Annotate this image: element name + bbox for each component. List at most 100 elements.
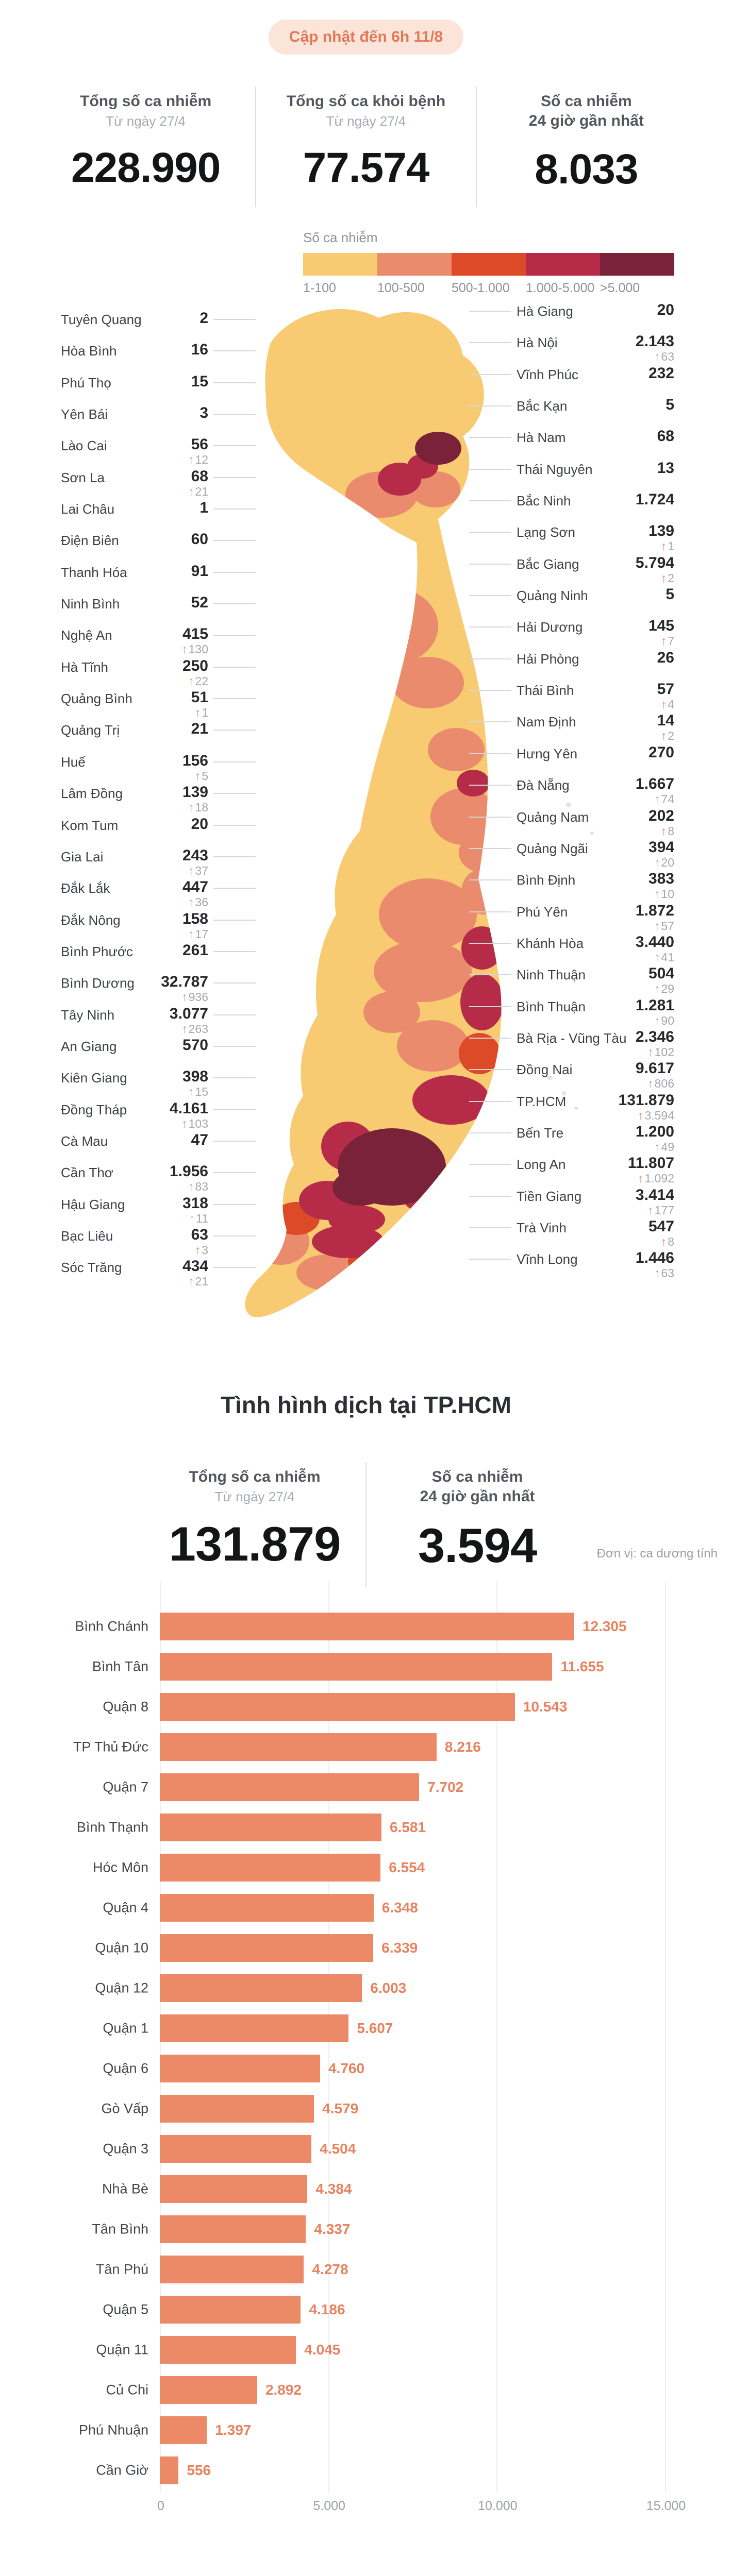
province-name: Phú Thọ	[61, 375, 111, 391]
bar: 4.579	[160, 2095, 358, 2123]
province-name: Bình Thuận	[517, 998, 586, 1014]
bar: 5.607	[160, 2014, 393, 2042]
province-row: Đồng Tháp 4.161 ↑103	[61, 1097, 256, 1131]
province-delta: ↑103	[181, 1117, 208, 1131]
province-total: 1.446	[635, 1249, 674, 1267]
province-delta: ↑22	[188, 674, 208, 688]
province-name: Long An	[517, 1157, 566, 1173]
arrow-up-icon: ↑	[647, 1045, 654, 1059]
province-total: 1.667	[635, 775, 674, 793]
province-total: 13	[657, 459, 674, 477]
province-row: Hải Dương 145 ↑7	[469, 614, 674, 648]
bar: 4.278	[160, 2256, 348, 2283]
card-label-line2: 24 giờ gần nhất	[420, 1488, 535, 1505]
province-total: 145	[648, 617, 674, 635]
arrow-up-icon: ↑	[189, 1211, 195, 1225]
province-name: Hà Nam	[517, 430, 566, 446]
axis-tick: 15.000	[646, 1582, 686, 2513]
hcm-card-total: Tổng số ca nhiễm Từ ngày 27/4 131.879	[144, 1462, 365, 1587]
legend-bins: 1-100 100-500 500-1.000 1.000-5.000	[303, 253, 695, 296]
bar-value-label: 6.003	[370, 1980, 407, 1996]
province-row: Hà Tĩnh 250 ↑22	[61, 654, 256, 688]
province-delta-value: 63	[661, 350, 674, 364]
province-row: Quảng Trị 21	[61, 717, 256, 749]
province-delta-value: 936	[188, 990, 208, 1004]
province-row: Thanh Hóa 91	[61, 560, 256, 591]
province-delta-value: 3	[202, 1243, 208, 1257]
arrow-up-icon: ↑	[181, 1116, 188, 1130]
province-row: Bình Phước 261	[61, 939, 256, 970]
map-legend: Số ca nhiễm 1-100 100-500 500-1.000	[303, 230, 695, 296]
province-row: Phú Yên 1.872 ↑57	[469, 899, 674, 933]
province-name: Hà Giang	[517, 303, 573, 319]
arrow-up-icon: ↑	[188, 1085, 194, 1099]
bar-value-label: 6.339	[381, 1940, 418, 1956]
bar-category-label: Củ Chi	[106, 2382, 148, 2398]
province-name: Lai Châu	[61, 501, 115, 517]
province-total: 270	[648, 743, 674, 761]
province-row: Phú Thọ 15	[61, 370, 256, 401]
province-row: Đà Nẵng 1.667 ↑74	[469, 772, 674, 806]
province-total: 156	[182, 752, 208, 769]
province-total: 434	[182, 1258, 208, 1275]
province-delta-value: 8	[668, 824, 674, 838]
bar-value-label: 6.581	[389, 1819, 426, 1835]
province-delta: ↑1	[661, 539, 674, 553]
arrow-up-icon: ↑	[188, 674, 194, 688]
bar: 6.581	[160, 1814, 426, 1841]
province-total: 1.872	[635, 902, 674, 919]
card-value: 8.033	[535, 146, 638, 193]
province-total: 26	[657, 649, 674, 666]
legend-bin: >5.000	[600, 253, 674, 296]
legend-swatch	[526, 253, 600, 276]
province-delta-value: 12	[195, 453, 208, 467]
province-delta: ↑1	[195, 706, 208, 720]
province-delta-value: 17	[195, 927, 208, 941]
province-delta: ↑1.092	[638, 1172, 674, 1185]
bar: 7.702	[160, 1773, 463, 1801]
province-delta-value: 29	[661, 982, 674, 996]
bar: 4.045	[160, 2336, 340, 2364]
bar-value-label: 4.278	[312, 2261, 348, 2277]
arrow-up-icon: ↑	[194, 706, 201, 720]
province-total: 20	[191, 815, 208, 833]
arrow-up-icon: ↑	[188, 1275, 194, 1289]
bar-row: Tân Phú 4.278	[0, 2249, 732, 2290]
province-name: Sơn La	[61, 469, 105, 485]
province-row: Bạc Liêu 63 ↑3	[61, 1223, 256, 1257]
arrow-up-icon: ↑	[654, 792, 660, 806]
province-name: Thái Nguyên	[517, 461, 593, 477]
hcm-bars: Bình Chánh 12.305 Bình Tân 11.655 Quận 8	[0, 1606, 732, 2490]
province-total: 383	[648, 870, 674, 888]
bar-category-label: Hóc Môn	[92, 1859, 148, 1875]
province-total: 547	[648, 1217, 674, 1235]
province-total: 3	[199, 404, 208, 422]
province-delta-value: 37	[195, 863, 208, 877]
arrow-up-icon: ↑	[181, 642, 188, 656]
province-name: Bến Tre	[517, 1125, 564, 1141]
arrow-up-icon: ↑	[188, 895, 194, 909]
bar-value-label: 4.579	[322, 2100, 359, 2116]
province-delta-value: 1	[668, 539, 674, 553]
arrow-up-icon: ↑	[654, 1013, 660, 1027]
province-row: Cà Mau 47	[61, 1128, 256, 1160]
province-delta-value: 41	[661, 950, 674, 964]
province-total: 158	[182, 910, 208, 927]
summary-card-total-cases: Tổng số ca nhiễm Từ ngày 27/4 228.990	[36, 87, 255, 207]
province-delta: ↑41	[654, 951, 674, 964]
province-name: Hòa Bình	[61, 343, 117, 359]
province-total: 1.281	[635, 996, 674, 1014]
bar-value-label: 12.305	[582, 1618, 627, 1634]
bar-category-label: Nhà Bè	[102, 2181, 148, 2197]
province-row: Trà Vinh 547 ↑8	[469, 1215, 674, 1248]
province-total: 4.161	[169, 1099, 208, 1117]
province-total: 394	[648, 838, 674, 856]
province-name: Tây Ninh	[61, 1007, 115, 1023]
bar-row: Củ Chi 2.892	[0, 2370, 732, 2410]
province-total: 202	[648, 807, 674, 824]
province-row: Hà Nội 2.143 ↑63	[469, 330, 674, 364]
province-row: An Giang 570	[61, 1033, 256, 1065]
province-total: 261	[182, 941, 208, 959]
arrow-up-icon: ↑	[654, 919, 660, 933]
province-name: Lạng Sơn	[517, 524, 575, 540]
